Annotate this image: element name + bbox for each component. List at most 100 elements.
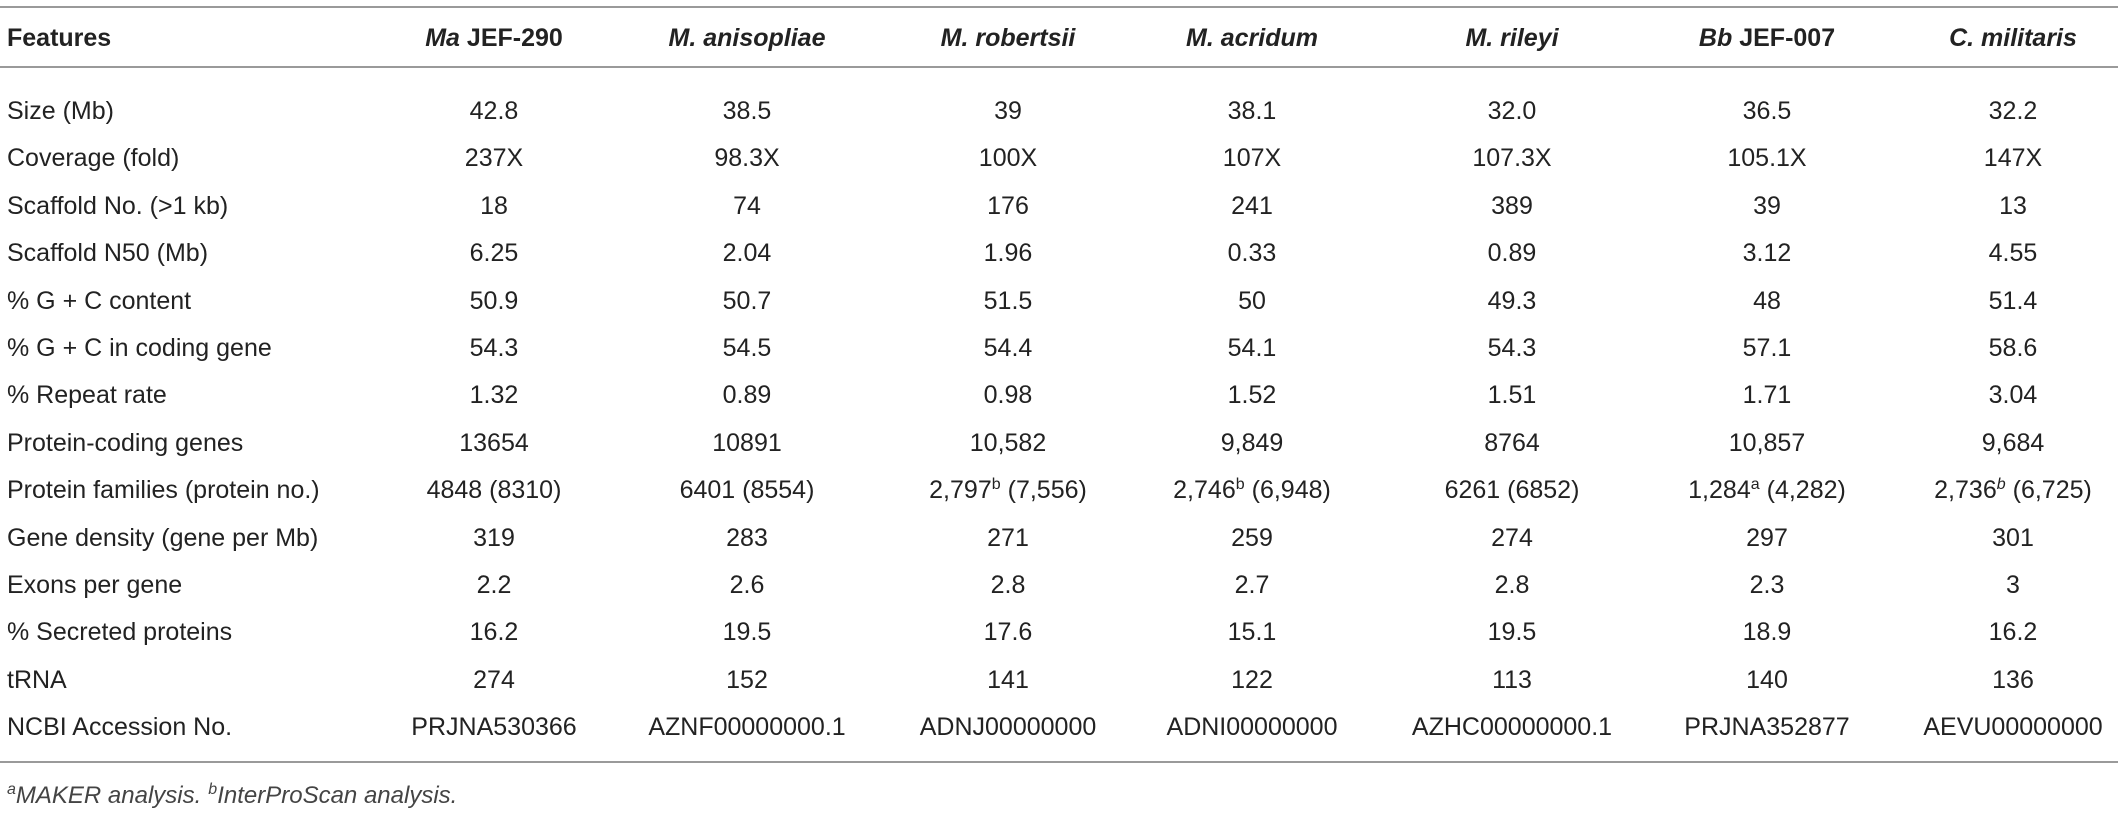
footnote-text: MAKER analysis. bbox=[15, 782, 202, 809]
cell-value: 98.3X bbox=[714, 144, 780, 173]
cell-value: 136 bbox=[1992, 665, 2034, 694]
cell-value: AZNF00000000.1 bbox=[648, 713, 846, 742]
superscript: b bbox=[1996, 476, 2006, 494]
footnote-mark: a bbox=[7, 781, 16, 798]
value: 2,736 bbox=[1934, 476, 1997, 505]
cell-value: 39 bbox=[994, 97, 1022, 125]
cell-value: 2.8 bbox=[990, 571, 1026, 599]
cell-value: 0.89 bbox=[1487, 239, 1537, 268]
cell-value: PRJNA352877 bbox=[1684, 713, 1850, 742]
cell-value: 107.3X bbox=[1472, 144, 1552, 173]
top-rule bbox=[0, 6, 2118, 8]
rest: (6,725) bbox=[2012, 476, 2092, 505]
cell-value: 2.7 bbox=[1234, 571, 1270, 599]
row-label: % Repeat rate bbox=[7, 381, 167, 410]
cell-value: 100X bbox=[978, 144, 1038, 173]
cell-value: 13 bbox=[1999, 191, 2027, 220]
row-label: Size (Mb) bbox=[7, 97, 114, 125]
cell-value: 259 bbox=[1231, 523, 1273, 552]
cell-value: 32.2 bbox=[1988, 97, 2038, 125]
cell-value: 9,849 bbox=[1220, 428, 1284, 457]
cell-value: 48 bbox=[1753, 286, 1781, 315]
header-italic: M. acridum bbox=[1186, 24, 1318, 52]
cell-value: 6261 (6852) bbox=[1444, 476, 1580, 505]
cell-value: 38.1 bbox=[1227, 97, 1277, 125]
cell-value: 15.1 bbox=[1227, 618, 1277, 647]
cell-value: 237X bbox=[464, 144, 524, 173]
header-italic: Ma bbox=[425, 24, 460, 52]
cell-value: 152 bbox=[726, 665, 768, 694]
cell-value: 17.6 bbox=[983, 618, 1033, 647]
header-cell: Bb JEF-007 bbox=[1617, 23, 1917, 53]
superscript: b bbox=[991, 476, 1001, 494]
cell-value: 241 bbox=[1231, 191, 1273, 220]
cell-value: 147X bbox=[1983, 144, 2043, 173]
header-italic: Bb bbox=[1698, 24, 1733, 52]
header-italic: M. anisopliae bbox=[668, 24, 826, 52]
cell-value: 10,582 bbox=[969, 428, 1047, 457]
cell-value: 2.6 bbox=[729, 571, 765, 599]
cell-value: 38.5 bbox=[722, 97, 772, 125]
cell-value: 107X bbox=[1222, 144, 1282, 173]
cell-value: 2,797b (7,556) bbox=[858, 475, 1158, 505]
cell-value: 9,684 bbox=[1981, 428, 2045, 457]
cell-value: 10,857 bbox=[1728, 428, 1806, 457]
cell-value: 32.0 bbox=[1487, 97, 1537, 125]
row-label: NCBI Accession No. bbox=[7, 713, 233, 742]
footnote-text: InterProScan analysis. bbox=[217, 782, 458, 809]
value: 2,797 bbox=[929, 476, 992, 505]
header-plain: JEF-290 bbox=[466, 24, 563, 52]
header-italic: M. rileyi bbox=[1465, 24, 1559, 52]
value: 2,746 bbox=[1173, 476, 1236, 505]
cell-value: 271 bbox=[987, 523, 1029, 552]
cell-value: 2,736b (6,725) bbox=[1863, 475, 2118, 505]
row-label: Gene density (gene per Mb) bbox=[7, 523, 319, 552]
cell-value: 2.3 bbox=[1749, 571, 1785, 599]
cell-value: 1.96 bbox=[983, 239, 1033, 268]
cell-value: 8764 bbox=[1484, 428, 1540, 457]
row-label: Scaffold No. (>1 kb) bbox=[7, 191, 229, 220]
rest: (6,948) bbox=[1251, 476, 1331, 505]
footnotes: aMAKER analysis. bInterProScan analysis. bbox=[7, 782, 457, 810]
cell-value: 19.5 bbox=[722, 618, 772, 647]
cell-value: 50.7 bbox=[722, 286, 772, 315]
cell-value: 1.51 bbox=[1487, 381, 1537, 410]
cell-value: 54.3 bbox=[469, 334, 519, 362]
cell-value: 3.04 bbox=[1988, 381, 2038, 410]
row-label: % G + C content bbox=[7, 286, 192, 315]
row-label: % Secreted proteins bbox=[7, 618, 233, 647]
value: 1,284 bbox=[1688, 476, 1751, 505]
cell-value: 6.25 bbox=[469, 239, 519, 268]
cell-value: 3.12 bbox=[1742, 239, 1792, 268]
cell-value: 113 bbox=[1492, 665, 1532, 694]
header-cell: M. anisopliae bbox=[597, 23, 897, 53]
header-italic: M. robertsii bbox=[940, 24, 1076, 52]
cell-value: 176 bbox=[987, 191, 1029, 220]
row-label: % G + C in coding gene bbox=[7, 334, 272, 362]
cell-value: 1.32 bbox=[469, 381, 519, 410]
header-italic: C. militaris bbox=[1949, 24, 2077, 52]
cell-value: 141 bbox=[987, 665, 1029, 694]
cell-value: 297 bbox=[1746, 523, 1788, 552]
bottom-rule bbox=[0, 761, 2118, 763]
cell-value: 2.04 bbox=[722, 239, 772, 268]
cell-value: 74 bbox=[733, 191, 761, 220]
cell-value: 13654 bbox=[459, 428, 529, 457]
cell-value: 1,284a (4,282) bbox=[1617, 475, 1917, 505]
cell-value: AEVU00000000 bbox=[1923, 713, 2103, 742]
row-label: Exons per gene bbox=[7, 571, 183, 599]
cell-value: ADNJ00000000 bbox=[919, 713, 1097, 742]
cell-value: 54.1 bbox=[1227, 334, 1277, 362]
cell-value: 51.5 bbox=[983, 286, 1033, 315]
cell-value: 274 bbox=[1491, 523, 1533, 552]
header-cell: Ma JEF-290 bbox=[344, 23, 644, 53]
row-label: tRNA bbox=[7, 665, 67, 694]
cell-value: 3 bbox=[2006, 571, 2020, 599]
cell-value: 50.9 bbox=[469, 286, 519, 315]
cell-value: 0.89 bbox=[722, 381, 772, 410]
cell-value: 319 bbox=[473, 523, 515, 552]
footnote: aMAKER analysis. bbox=[7, 781, 202, 810]
cell-value: 39 bbox=[1753, 191, 1781, 220]
rest: (7,556) bbox=[1007, 476, 1087, 505]
